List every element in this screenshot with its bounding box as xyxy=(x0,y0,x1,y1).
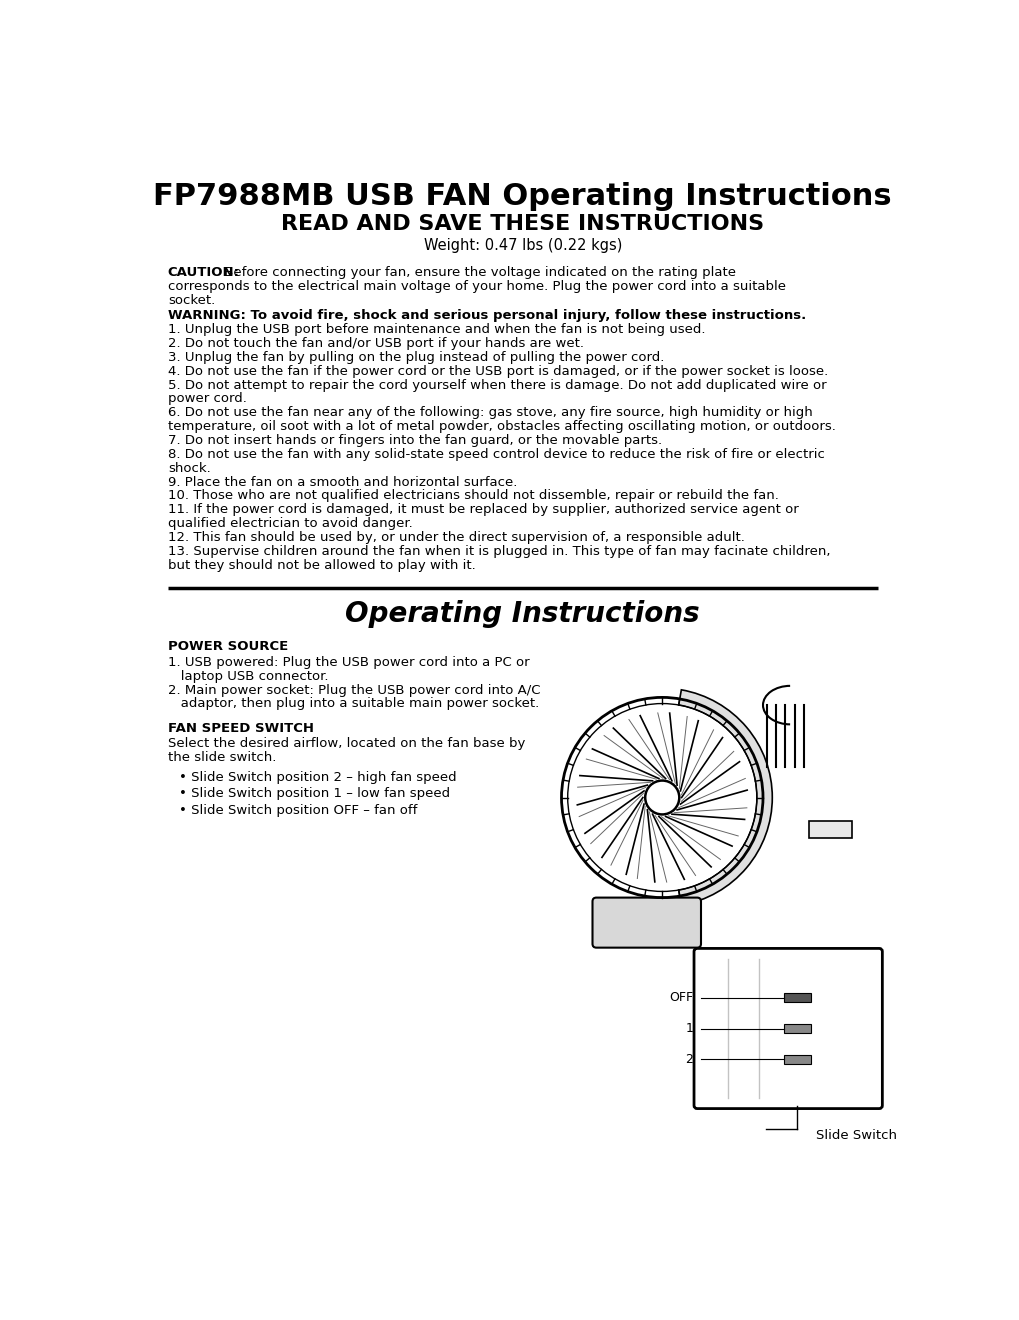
Bar xyxy=(784,993,810,1002)
Text: laptop USB connector.: laptop USB connector. xyxy=(168,669,328,682)
Text: • Slide Switch position OFF – fan off: • Slide Switch position OFF – fan off xyxy=(178,804,417,817)
Text: shock.: shock. xyxy=(168,462,210,475)
Text: 11. If the power cord is damaged, it must be replaced by supplier, authorized se: 11. If the power cord is damaged, it mus… xyxy=(168,503,798,516)
Text: • Slide Switch position 1 – low fan speed: • Slide Switch position 1 – low fan spee… xyxy=(178,788,449,800)
Text: qualified electrician to avoid danger.: qualified electrician to avoid danger. xyxy=(168,517,412,531)
Text: 4. Do not use the fan if the power cord or the USB port is damaged, or if the po: 4. Do not use the fan if the power cord … xyxy=(168,364,827,378)
Text: Before connecting your fan, ensure the voltage indicated on the rating plate: Before connecting your fan, ensure the v… xyxy=(220,267,736,280)
Text: OFF: OFF xyxy=(668,991,693,1005)
Bar xyxy=(784,1055,810,1064)
Text: 2: 2 xyxy=(685,1053,693,1065)
Text: READ AND SAVE THESE INSTRUCTIONS: READ AND SAVE THESE INSTRUCTIONS xyxy=(281,214,763,234)
Text: temperature, oil soot with a lot of metal powder, obstacles affecting oscillatin: temperature, oil soot with a lot of meta… xyxy=(168,420,835,433)
Text: POWER SOURCE: POWER SOURCE xyxy=(168,640,287,653)
Text: 12. This fan should be used by, or under the direct supervision of, a responsibl: 12. This fan should be used by, or under… xyxy=(168,531,744,544)
Text: 1. USB powered: Plug the USB power cord into a PC or: 1. USB powered: Plug the USB power cord … xyxy=(168,656,529,669)
Text: the slide switch.: the slide switch. xyxy=(168,751,276,763)
Text: WARNING: To avoid fire, shock and serious personal injury, follow these instruct: WARNING: To avoid fire, shock and seriou… xyxy=(168,309,805,322)
Text: but they should not be allowed to play with it.: but they should not be allowed to play w… xyxy=(168,558,475,572)
Text: Operating Instructions: Operating Instructions xyxy=(345,599,699,627)
Text: power cord.: power cord. xyxy=(168,392,247,405)
Text: Slide Switch: Slide Switch xyxy=(815,1129,896,1142)
Text: 1. Unplug the USB port before maintenance and when the fan is not being used.: 1. Unplug the USB port before maintenanc… xyxy=(168,323,704,337)
Text: 9. Place the fan on a smooth and horizontal surface.: 9. Place the fan on a smooth and horizon… xyxy=(168,475,517,488)
Text: 13. Supervise children around the fan when it is plugged in. This type of fan ma: 13. Supervise children around the fan wh… xyxy=(168,545,829,558)
Text: 3. Unplug the fan by pulling on the plug instead of pulling the power cord.: 3. Unplug the fan by pulling on the plug… xyxy=(168,351,663,364)
FancyBboxPatch shape xyxy=(693,949,881,1109)
Wedge shape xyxy=(678,690,771,906)
Text: • Slide Switch position 2 – high fan speed: • Slide Switch position 2 – high fan spe… xyxy=(178,771,455,784)
Circle shape xyxy=(568,705,755,891)
Text: adaptor, then plug into a suitable main power socket.: adaptor, then plug into a suitable main … xyxy=(168,697,538,710)
FancyBboxPatch shape xyxy=(592,898,700,948)
Text: FAN SPEED SWITCH: FAN SPEED SWITCH xyxy=(168,722,314,735)
Bar xyxy=(784,1024,810,1034)
Bar xyxy=(809,821,851,838)
Text: 2. Main power socket: Plug the USB power cord into A/C: 2. Main power socket: Plug the USB power… xyxy=(168,684,540,697)
Text: 7. Do not insert hands or fingers into the fan guard, or the movable parts.: 7. Do not insert hands or fingers into t… xyxy=(168,434,661,447)
Text: Select the desired airflow, located on the fan base by: Select the desired airflow, located on t… xyxy=(168,737,525,750)
Text: socket.: socket. xyxy=(168,294,215,308)
Text: 5. Do not attempt to repair the cord yourself when there is damage. Do not add d: 5. Do not attempt to repair the cord you… xyxy=(168,379,825,392)
Circle shape xyxy=(645,780,679,814)
Text: 1: 1 xyxy=(685,1022,693,1035)
Text: FP7988MB USB FAN Operating Instructions: FP7988MB USB FAN Operating Instructions xyxy=(153,182,892,210)
Text: Weight: 0.47 lbs (0.22 kgs): Weight: 0.47 lbs (0.22 kgs) xyxy=(423,239,622,253)
Text: CAUTION:: CAUTION: xyxy=(168,267,239,280)
Text: 10. Those who are not qualified electricians should not dissemble, repair or reb: 10. Those who are not qualified electric… xyxy=(168,490,777,503)
Text: 8. Do not use the fan with any solid-state speed control device to reduce the ri: 8. Do not use the fan with any solid-sta… xyxy=(168,447,824,461)
Text: 6. Do not use the fan near any of the following: gas stove, any fire source, hig: 6. Do not use the fan near any of the fo… xyxy=(168,407,812,420)
Text: 2. Do not touch the fan and/or USB port if your hands are wet.: 2. Do not touch the fan and/or USB port … xyxy=(168,337,583,350)
Text: corresponds to the electrical main voltage of your home. Plug the power cord int: corresponds to the electrical main volta… xyxy=(168,280,785,293)
